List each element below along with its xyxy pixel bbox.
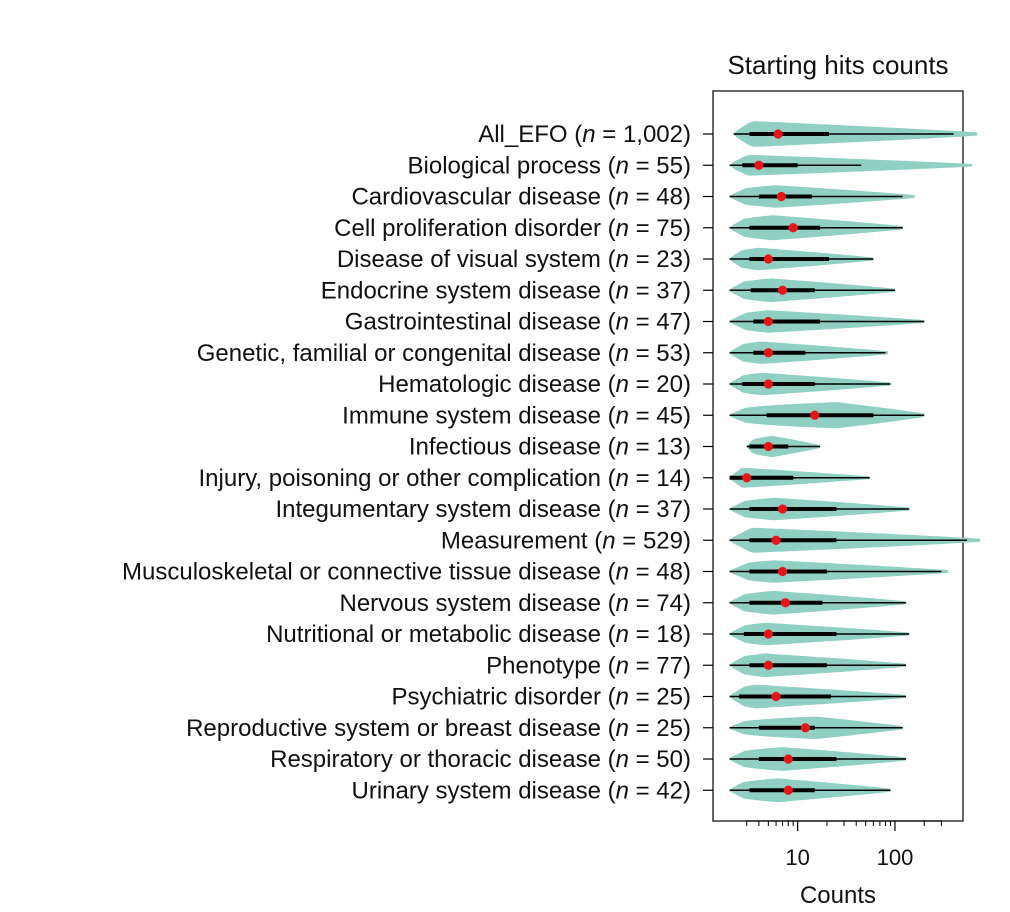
median-point [763,348,773,358]
median-point [780,598,791,608]
category-label: Urinary system disease (n = 42) [352,777,691,804]
median-point [763,441,773,452]
x-axis-title: Counts [800,882,876,907]
x-tick-label: 10 [785,845,809,870]
category-label: Nutritional or metabolic disease (n = 18… [266,621,691,648]
category-label: Injury, poisoning or other complication … [199,465,692,492]
category-label: Integumentary system disease (n = 37) [275,496,691,523]
y-axis-labels: All_EFO (n = 1,002) Biological process (n… [122,121,713,804]
median-point [776,191,786,202]
median-point [763,254,773,264]
median-point [763,379,773,389]
median-point [763,629,773,639]
chart-title: Starting hits counts [727,50,948,80]
category-label: Immune system disease (n = 45) [342,402,691,429]
x-tick-label: 100 [877,845,914,870]
median-point [742,473,752,483]
median-point [783,754,793,764]
median-point [777,566,788,577]
violins-layer [729,121,981,802]
category-label: Endocrine system disease (n = 37) [321,277,691,304]
category-label: Nervous system disease (n = 74) [340,590,692,617]
category-label: Cardiovascular disease (n = 48) [351,184,691,211]
median-point [771,535,781,545]
category-label: Hematologic disease (n = 20) [378,371,691,398]
median-point [771,691,781,702]
category-label: Musculoskeletal or connective tissue dis… [122,559,691,586]
median-point [763,316,773,327]
category-label: Infectious disease (n = 13) [409,434,691,461]
category-label: Phenotype (n = 77) [486,652,691,679]
category-label: Psychiatric disorder (n = 25) [392,684,691,711]
median-point [777,285,788,295]
category-label: Biological process (n = 55) [408,152,692,179]
median-point [754,160,764,170]
median-point [783,785,793,795]
median-point [800,723,810,733]
x-axis: 10 100 [746,820,942,870]
category-label: Gastrointestinal disease (n = 47) [345,309,691,336]
category-label: Reproductive system or breast disease (n… [186,715,691,742]
category-label: Respiratory or thoracic disease (n = 50) [270,746,691,773]
category-label: Cell proliferation disorder (n = 75) [334,215,691,242]
category-label: Disease of visual system (n = 23) [337,246,691,273]
median-point [773,129,783,139]
median-point [777,504,788,514]
category-label: Measurement (n = 529) [441,527,691,554]
median-point [788,223,798,233]
median-point [810,410,820,420]
median-point [763,660,773,670]
category-label: Genetic, familial or congenital disease … [197,340,691,367]
category-label: All_EFO (n = 1,002) [478,121,691,148]
